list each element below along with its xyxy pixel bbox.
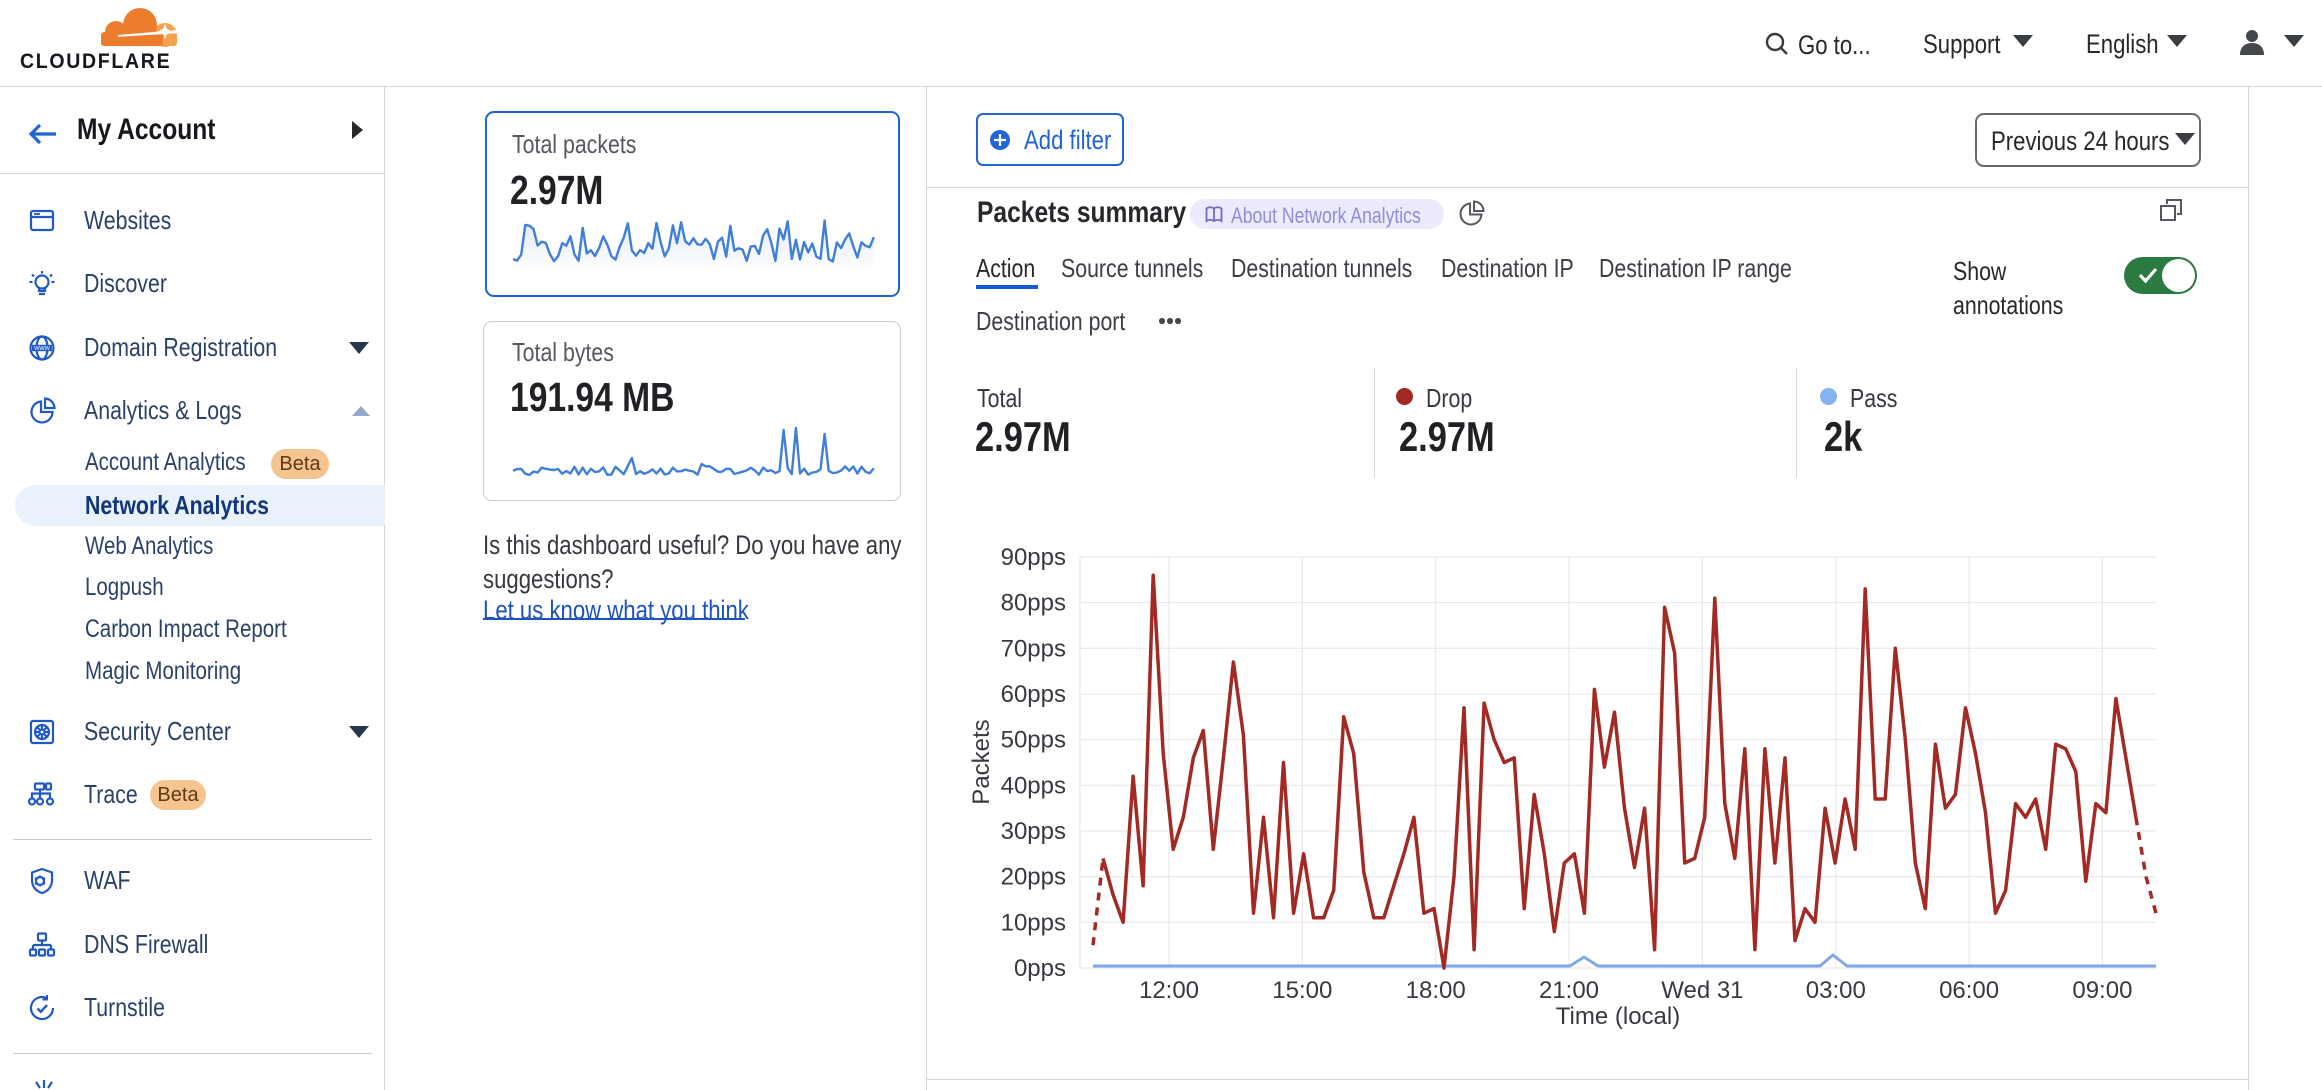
svg-text:15:00: 15:00 [1272, 977, 1332, 1004]
svg-text:20pps: 20pps [1001, 864, 1066, 891]
svg-text:10pps: 10pps [1001, 909, 1066, 936]
svg-text:40pps: 40pps [1001, 772, 1066, 799]
svg-text:12:00: 12:00 [1139, 977, 1199, 1004]
svg-text:60pps: 60pps [1001, 681, 1066, 708]
svg-text:09:00: 09:00 [2072, 977, 2132, 1004]
svg-text:50pps: 50pps [1001, 727, 1066, 754]
svg-text:WWW: WWW [34, 346, 50, 352]
svg-text:80pps: 80pps [1001, 590, 1066, 617]
svg-text:Time (local): Time (local) [1556, 1003, 1680, 1030]
svg-text:03:00: 03:00 [1806, 977, 1866, 1004]
svg-text:18:00: 18:00 [1406, 977, 1466, 1004]
svg-text:0pps: 0pps [1014, 955, 1066, 982]
svg-text:70pps: 70pps [1001, 635, 1066, 662]
svg-text:90pps: 90pps [1001, 544, 1066, 571]
svg-text:21:00: 21:00 [1539, 977, 1599, 1004]
svg-text:30pps: 30pps [1001, 818, 1066, 845]
svg-text:06:00: 06:00 [1939, 977, 1999, 1004]
svg-text:Packets: Packets [968, 719, 995, 804]
svg-text:Wed 31: Wed 31 [1661, 977, 1743, 1004]
